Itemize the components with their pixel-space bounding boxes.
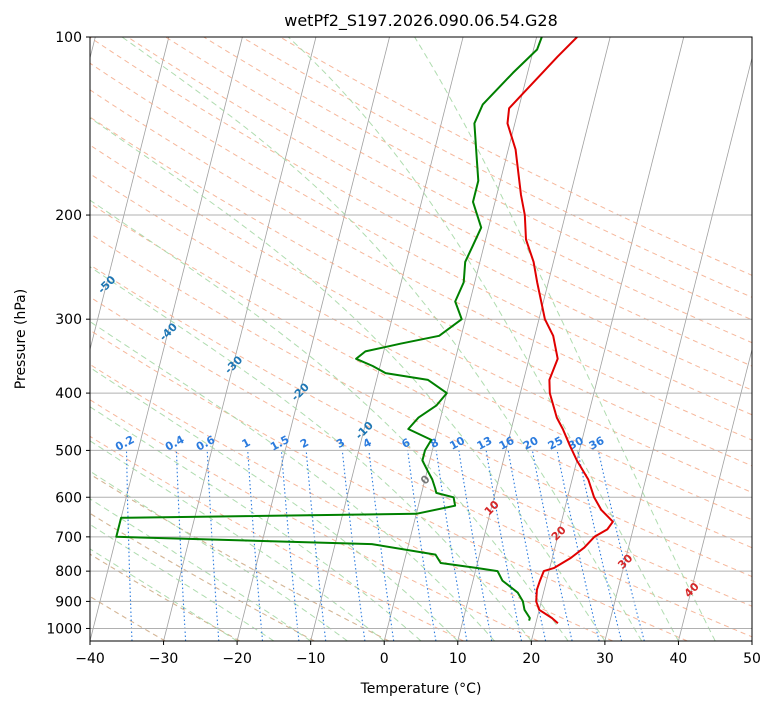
y-tick-label: 900 — [55, 594, 82, 610]
y-axis: 100 200 300 400 500 600 700 800 900 1000 — [46, 30, 90, 637]
mixing-ratio-line — [597, 450, 645, 641]
profiles — [115, 37, 614, 625]
mixing-ratio-line — [341, 450, 366, 641]
dewpoint-profile-line — [115, 37, 543, 621]
moist-adiabat-line — [414, 37, 716, 641]
mixing-ratio-line — [485, 450, 523, 641]
moist-adiabat-line — [90, 199, 569, 641]
x-tick-label: 20 — [522, 651, 540, 667]
isotherm-line — [310, 37, 464, 641]
y-tick-label: 800 — [55, 564, 82, 580]
isotherm-line — [457, 37, 611, 641]
dry-adiabat-line — [203, 37, 752, 321]
y-tick-label: 300 — [55, 312, 82, 328]
x-tick-label: 0 — [380, 651, 389, 667]
temperature-profile-line — [506, 37, 614, 625]
moist-adiabat-line — [90, 498, 311, 641]
plot-frame — [89, 36, 753, 642]
dry-adiabat-line — [90, 399, 539, 641]
isotherm-line — [90, 37, 243, 641]
y-tick-label: 1000 — [46, 621, 82, 637]
mixing-ratio-line — [556, 450, 600, 641]
x-tick-label: 30 — [596, 651, 614, 667]
mixing-ratio-line — [531, 450, 573, 641]
chart-title: wetPf2_S197.2026.090.06.54.G28 — [284, 11, 558, 31]
dry-adiabat-line — [90, 233, 752, 578]
moist-adiabat-line — [90, 366, 459, 641]
y-tick-label: 600 — [55, 490, 82, 506]
isotherm-line — [530, 37, 685, 641]
dry-adiabat-line — [90, 202, 752, 549]
mixing-ratio-label: 16 — [497, 434, 517, 453]
dry-adiabat-line — [90, 264, 752, 607]
moist-adiabat-line — [90, 440, 385, 641]
isotherm-line — [678, 347, 752, 641]
x-tick-label: −30 — [149, 651, 179, 667]
x-tick-label: −20 — [222, 651, 252, 667]
isotherm-line — [90, 37, 170, 352]
mixing-ratio-label: 25 — [546, 434, 566, 453]
x-axis-label: Temperature (°C) — [360, 681, 482, 697]
x-tick-label: −40 — [75, 651, 105, 667]
dry-adiabat-line — [90, 329, 688, 641]
mixing-ratio-label: 10 — [447, 434, 467, 453]
dry-adiabat-line — [90, 363, 613, 641]
x-tick-label: 40 — [670, 651, 688, 667]
background-lines — [90, 37, 752, 641]
dry-adiabat-line — [90, 37, 752, 391]
pressure-gridlines — [90, 37, 752, 629]
x-axis: −40 −30 −20 −10 0 10 20 30 40 50 — [75, 641, 761, 667]
isotherm-line — [604, 56, 752, 641]
moist-adiabat-line — [90, 266, 532, 641]
dry-adiabat-line — [241, 37, 752, 298]
mixing-ratio-label: 20 — [521, 434, 541, 453]
dry-adiabat-line — [90, 296, 752, 638]
moist-adiabat-line — [90, 406, 422, 641]
mixing-ratio-label: 36 — [587, 434, 607, 453]
moist-adiabat-line — [287, 37, 679, 641]
y-axis-label: Pressure (hPa) — [13, 289, 29, 389]
y-tick-label: 200 — [55, 208, 82, 224]
x-tick-label: 50 — [743, 651, 761, 667]
dry-adiabat-line — [90, 62, 752, 416]
x-tick-label: 10 — [449, 651, 467, 667]
moist-adiabat-line — [90, 117, 606, 641]
moist-adiabat-line — [90, 470, 348, 641]
y-tick-label: 500 — [55, 443, 82, 459]
isotherm-line — [163, 37, 317, 641]
mixing-ratio-line — [435, 450, 468, 641]
dry-adiabat-line — [90, 116, 752, 467]
dry-adiabat-line — [165, 37, 752, 344]
moist-adiabat-line — [121, 37, 643, 641]
mixing-ratio-line — [577, 450, 623, 641]
mixing-ratio-line — [407, 450, 437, 641]
y-tick-label: 100 — [55, 30, 82, 46]
mixing-ratio-line — [458, 450, 493, 641]
dry-adiabat-line — [90, 89, 752, 441]
mixing-ratio-label: 13 — [475, 434, 495, 453]
x-tick-label: −10 — [296, 651, 326, 667]
y-tick-label: 400 — [55, 386, 82, 402]
y-tick-label: 700 — [55, 530, 82, 546]
dry-adiabat-line — [127, 37, 752, 367]
